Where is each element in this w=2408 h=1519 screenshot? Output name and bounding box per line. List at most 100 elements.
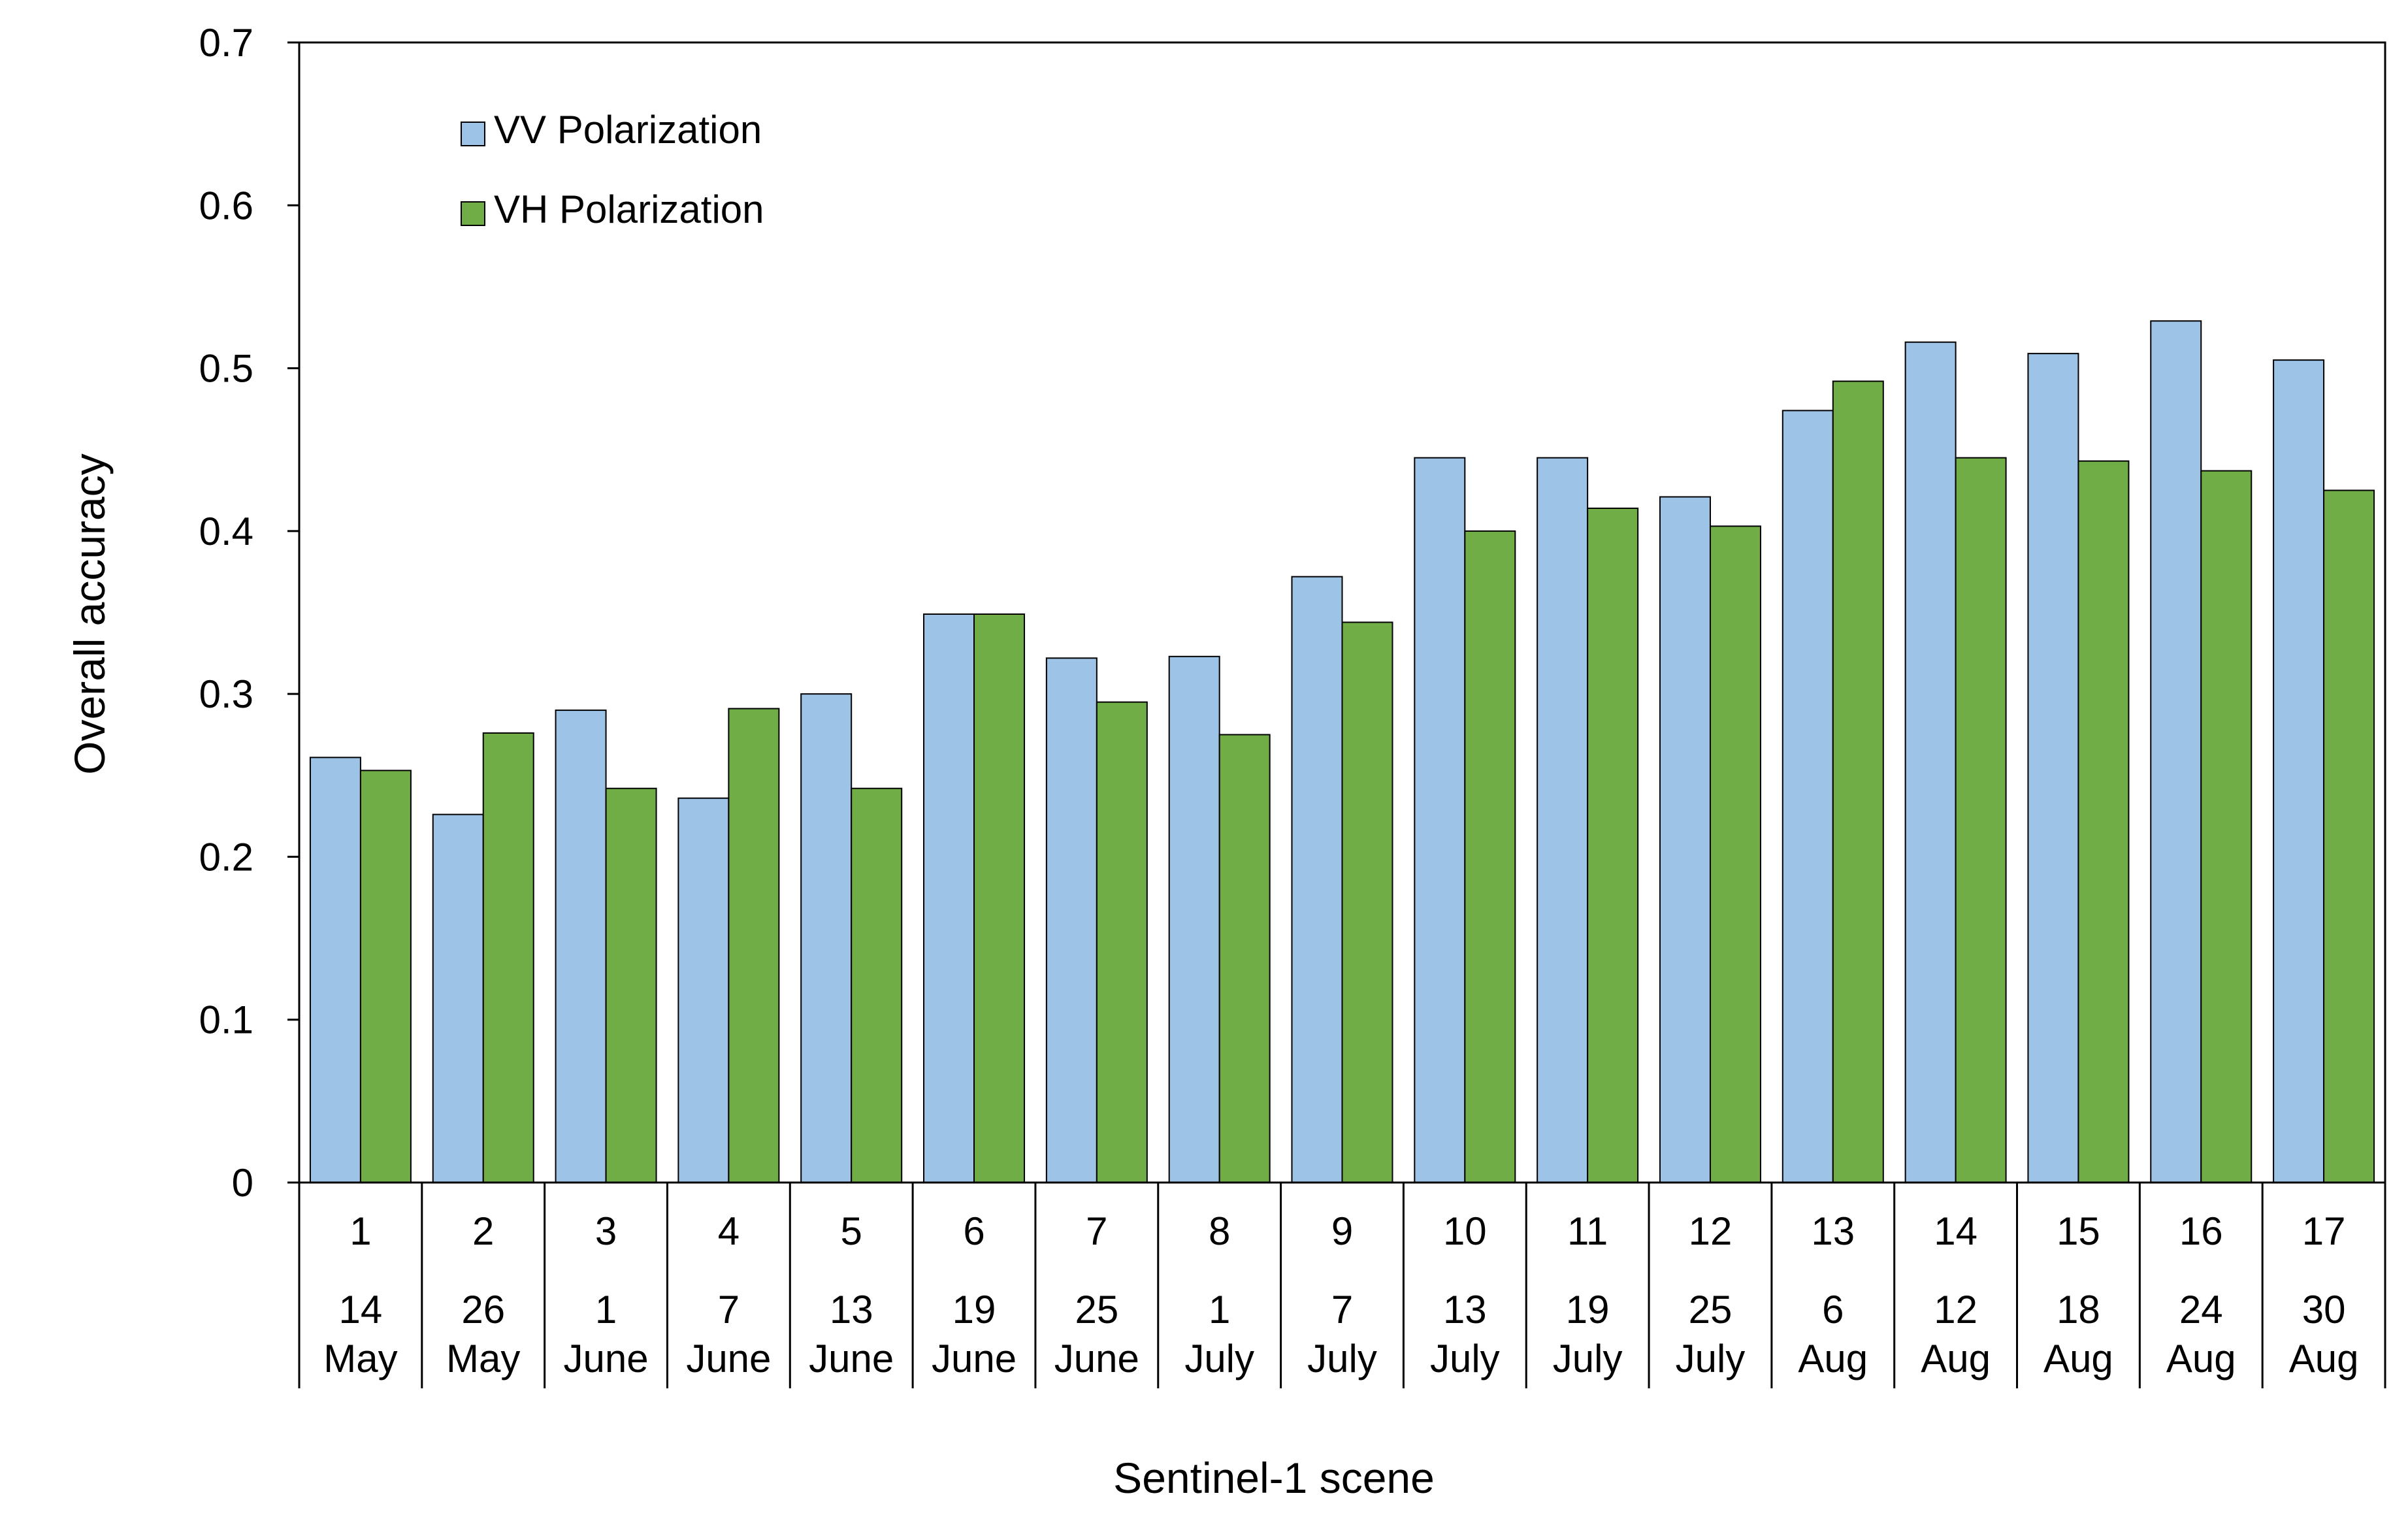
legend-label-vh: VH Polarization [494,188,764,231]
scene-number-label: 15 [2057,1209,2100,1253]
bar-vh-scene-8 [1218,734,1271,1183]
bar-vv-scene-12 [1659,496,1711,1183]
bar-vh-scene-12 [1709,525,1761,1183]
scene-day-label: 7 [1331,1288,1353,1331]
y-tick-label: 0.7 [199,21,253,65]
legend: VV Polarization VH Polarization [461,108,764,231]
bar-vv-scene-15 [2027,353,2079,1183]
bar-vh-scene-10 [1464,530,1516,1183]
scene-day-label: 25 [1075,1288,1118,1331]
scene-month-label: July [1307,1337,1377,1380]
bar-vv-scene-7 [1045,657,1098,1183]
bar-vv-scene-13 [1782,410,1834,1183]
scene-month-label: June [809,1337,894,1380]
bar-vh-scene-5 [851,787,903,1183]
bar-vh-scene-2 [482,732,534,1183]
x-axis-title: Sentinel-1 scene [1113,1454,1435,1502]
y-axis-title: Overall accuracy [65,453,114,775]
bar-vh-scene-14 [1955,457,2007,1183]
y-ticks-layer: 0 0.1 0.2 0.3 0.4 0.5 0.6 0.7 [199,21,299,1205]
scene-number-label: 8 [1209,1209,1230,1253]
bar-vh-scene-1 [359,770,412,1183]
bar-vv-scene-16 [2150,320,2202,1183]
bar-vh-scene-6 [973,613,1026,1183]
scene-number-label: 3 [595,1209,617,1253]
bar-vh-scene-7 [1096,701,1148,1184]
bar-vv-scene-17 [2273,359,2325,1183]
scene-number-label: 2 [472,1209,494,1253]
scene-number-label: 17 [2302,1209,2346,1253]
scene-day-label: 26 [461,1288,505,1331]
scene-month-label: Aug [2289,1337,2359,1380]
bar-vv-scene-11 [1537,457,1589,1183]
scene-number-label: 11 [1567,1209,1608,1253]
legend-label-vv: VV Polarization [494,108,762,152]
bars-layer [309,320,2375,1184]
y-tick-label: 0.1 [199,998,253,1042]
bar-vh-scene-4 [728,708,780,1184]
scene-day-label: 30 [2302,1288,2346,1331]
scene-number-label: 12 [1689,1209,1733,1253]
scene-number-label: 1 [350,1209,371,1253]
scene-day-label: 19 [952,1288,996,1331]
legend-swatch-vh [461,201,485,226]
scene-number-label: 7 [1086,1209,1107,1253]
y-tick-label: 0.6 [199,184,253,227]
bar-vv-scene-2 [432,813,484,1183]
scene-day-label: 24 [2179,1288,2223,1331]
y-tick-label: 0 [232,1161,253,1205]
scene-month-label: July [1676,1337,1746,1380]
scene-number-label: 13 [1811,1209,1855,1253]
scene-number-label: 9 [1331,1209,1353,1253]
scene-day-label: 7 [718,1288,740,1331]
bar-vv-scene-4 [677,797,730,1183]
scene-month-label: July [1430,1337,1500,1380]
scene-number-label: 10 [1443,1209,1487,1253]
y-tick-label: 0.5 [199,347,253,391]
scene-number-label: 6 [963,1209,984,1253]
scene-day-label: 25 [1689,1288,1733,1331]
legend-swatch-vv [461,122,485,146]
bar-vv-scene-1 [309,757,361,1183]
scene-month-label: May [323,1337,397,1380]
scene-month-label: Aug [2166,1337,2236,1380]
scene-month-label: June [932,1337,1017,1380]
scene-day-label: 1 [595,1288,617,1331]
bar-vv-scene-3 [555,710,607,1183]
y-tick-label: 0.4 [199,510,253,553]
category-labels-layer: 114May226May31June47June513June619June72… [298,1183,2386,1388]
scene-month-label: May [446,1337,520,1380]
bar-vv-scene-9 [1291,576,1343,1183]
scene-number-label: 16 [2179,1209,2223,1253]
scene-day-label: 6 [1822,1288,1844,1331]
bar-vh-scene-3 [605,787,657,1183]
bar-vv-scene-6 [923,613,975,1183]
scene-number-label: 5 [841,1209,862,1253]
y-tick-label: 0.3 [199,672,253,716]
bar-vh-scene-15 [2077,460,2130,1183]
scene-day-label: 18 [2057,1288,2100,1331]
scene-day-label: 14 [339,1288,383,1331]
bar-vh-scene-16 [2200,470,2253,1183]
scene-day-label: 1 [1209,1288,1230,1331]
bar-vv-scene-5 [800,693,853,1183]
bar-vv-scene-14 [1904,341,1957,1184]
bar-vh-scene-11 [1587,507,1639,1183]
scene-number-label: 14 [1934,1209,1977,1253]
bar-vh-scene-17 [2323,489,2375,1183]
bar-vh-scene-13 [1832,380,1884,1183]
scene-day-label: 12 [1934,1288,1977,1331]
scene-day-label: 13 [1443,1288,1487,1331]
scene-month-label: June [564,1337,649,1380]
scene-day-label: 19 [1566,1288,1610,1331]
scene-month-label: July [1184,1337,1254,1380]
bar-vh-scene-9 [1341,621,1393,1183]
scene-month-label: Aug [1921,1337,1991,1380]
scene-month-label: Aug [1798,1337,1868,1380]
bar-vv-scene-8 [1168,655,1220,1183]
y-tick-label: 0.2 [199,835,253,879]
scene-day-label: 13 [830,1288,873,1331]
scene-month-label: June [686,1337,771,1380]
scene-number-label: 4 [718,1209,740,1253]
bar-vv-scene-10 [1414,457,1466,1183]
